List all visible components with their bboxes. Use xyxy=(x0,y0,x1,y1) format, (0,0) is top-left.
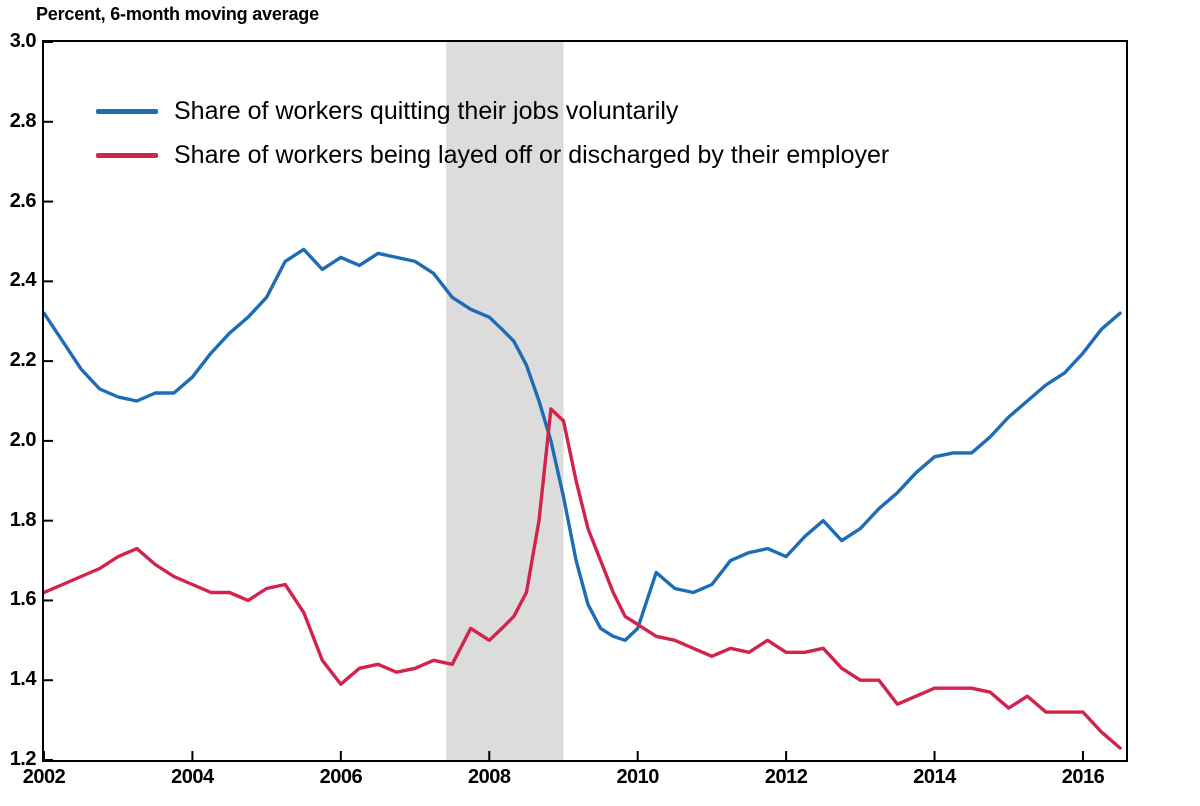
x-tick-label: 2016 xyxy=(1061,766,1105,788)
x-tick-label: 2008 xyxy=(468,766,511,788)
y-tick-label: 1.6 xyxy=(9,588,37,611)
legend-item-quits: Share of workers quitting their jobs vol… xyxy=(96,94,889,128)
legend-line-quits-swatch xyxy=(96,108,158,114)
series-line-layoffs xyxy=(42,407,1122,750)
plot-svg xyxy=(42,41,1122,761)
plot-area xyxy=(42,40,1128,762)
y-tick-label: 1.4 xyxy=(9,668,37,691)
legend: Share of workers quitting their jobs vol… xyxy=(96,94,889,172)
y-tick-label: 3.0 xyxy=(9,30,37,52)
legend-item-layoffs: Share of workers being layed off or disc… xyxy=(96,138,889,172)
y-tick-label: 1.2 xyxy=(9,748,37,770)
x-tick-label: 2014 xyxy=(913,766,956,788)
y-tick-label: 2.2 xyxy=(9,349,37,372)
x-tick-label: 2010 xyxy=(616,766,659,788)
y-tick-label: 2.4 xyxy=(9,269,37,292)
y-tick-label: 2.6 xyxy=(9,189,37,212)
x-tick-label: 2002 xyxy=(22,766,66,788)
legend-line-layoffs-swatch xyxy=(96,152,158,158)
x-tick-label: 2012 xyxy=(764,766,808,788)
legend-label-quits: Share of workers quitting their jobs vol… xyxy=(174,96,679,125)
chart-title: Percent, 6-month moving average xyxy=(36,4,319,24)
y-tick-label: 2.8 xyxy=(9,109,37,132)
legend-label-layoffs: Share of workers being layed off or disc… xyxy=(174,140,890,169)
y-tick-label: 1.8 xyxy=(9,508,37,531)
y-tick-label: 2.0 xyxy=(9,428,37,451)
x-tick-label: 2004 xyxy=(171,766,214,788)
series-line-quits xyxy=(42,247,1122,642)
x-tick-label: 2006 xyxy=(319,766,363,788)
